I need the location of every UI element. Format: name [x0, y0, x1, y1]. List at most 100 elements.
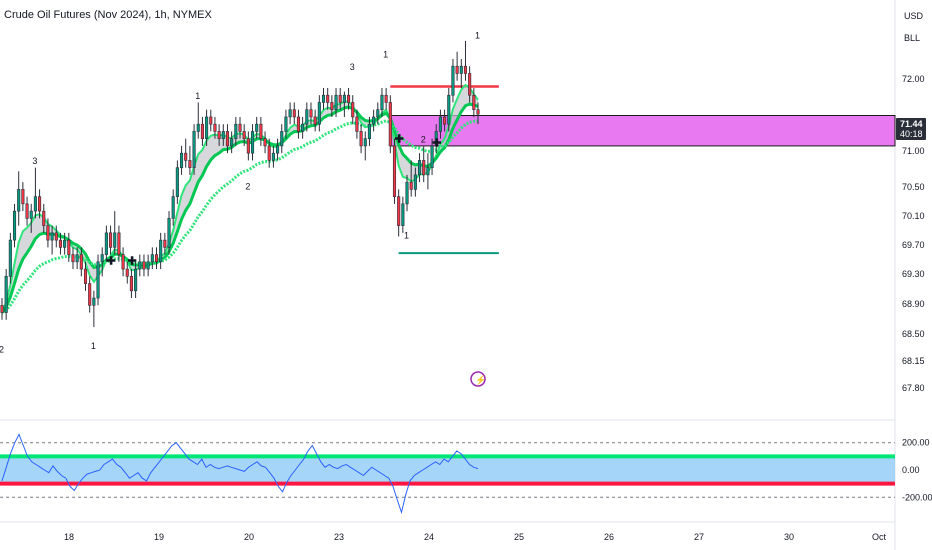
- currency-label[interactable]: USD: [904, 11, 924, 21]
- candle-down: [463, 65, 468, 74]
- candle-up: [280, 131, 284, 147]
- candle-down: [225, 131, 230, 147]
- candle-down: [309, 109, 313, 118]
- price-badge-value: 71.44: [900, 119, 923, 129]
- price-axis-tick: 70.10: [902, 211, 925, 221]
- price-axis-tick: 69.70: [902, 240, 925, 250]
- candle-down: [313, 116, 317, 125]
- candle-up: [271, 152, 275, 161]
- candle-down: [79, 254, 83, 270]
- time-axis-tick: 30: [784, 532, 794, 542]
- time-axis-tick: 20: [244, 532, 254, 542]
- time-axis-tick: 18: [64, 532, 74, 542]
- candle-down: [472, 94, 476, 110]
- candle-up: [234, 123, 238, 139]
- candle-up: [50, 232, 54, 241]
- candle-down: [476, 109, 480, 115]
- candle-up: [221, 131, 225, 139]
- candle-up: [8, 239, 12, 277]
- candle-down: [238, 123, 242, 132]
- candle-down: [259, 123, 263, 139]
- candle-up: [96, 261, 100, 299]
- candle-down: [392, 145, 397, 197]
- price-axis-tick: 69.30: [902, 269, 925, 279]
- cci-axis-tick: -200.00: [902, 492, 932, 502]
- candle-up: [12, 210, 17, 241]
- candle-down: [54, 232, 58, 241]
- wave-label: 2: [421, 134, 426, 144]
- candle-down: [422, 160, 426, 176]
- candle-down: [443, 116, 447, 125]
- candle-up: [301, 123, 305, 132]
- candle-down: [38, 196, 42, 212]
- candle-up: [321, 94, 326, 103]
- candle-down: [200, 123, 204, 139]
- candle-down: [330, 102, 334, 110]
- candle-down: [455, 65, 459, 74]
- candle-up: [104, 232, 108, 255]
- candle-down: [0, 305, 4, 313]
- price-axis-tick: 72.00: [902, 74, 925, 84]
- candle-down: [21, 189, 25, 205]
- candle-down: [129, 276, 133, 292]
- candle-up: [167, 218, 171, 248]
- candle-up: [205, 116, 209, 139]
- candle-down: [246, 138, 250, 154]
- candle-up: [284, 116, 288, 132]
- candle-up: [426, 167, 430, 176]
- chart-title: Crude Oil Futures (Nov 2024), 1h, NYMEX: [4, 9, 212, 21]
- candle-down: [409, 181, 413, 190]
- candle-up: [342, 94, 346, 103]
- lightning-icon: ⚡: [475, 374, 486, 386]
- candle-down: [384, 94, 388, 103]
- candle-down: [355, 116, 359, 132]
- candle-up: [196, 123, 200, 132]
- wave-label: 1: [383, 50, 388, 60]
- candle-down: [163, 239, 167, 248]
- candle-up: [4, 276, 8, 313]
- candle-down: [292, 109, 296, 118]
- candle-down: [42, 210, 46, 226]
- price-axis-tick: 68.50: [902, 329, 925, 339]
- time-axis-tick: 24: [424, 532, 434, 542]
- candle-down: [388, 102, 392, 147]
- time-axis-tick: 19: [154, 532, 164, 542]
- candle-down: [296, 116, 301, 132]
- candle-up: [138, 261, 142, 270]
- candle-up: [305, 109, 309, 125]
- candle-down: [267, 145, 271, 161]
- candle-up: [255, 123, 259, 132]
- candle-up: [179, 152, 184, 168]
- candle-up: [417, 160, 422, 176]
- candle-up: [150, 254, 154, 263]
- candle-up: [29, 210, 33, 219]
- candle-up: [159, 239, 163, 263]
- candle-up: [276, 145, 280, 154]
- unit-label[interactable]: BLL: [904, 33, 921, 43]
- candle-up: [113, 232, 117, 248]
- candle-down: [217, 131, 221, 139]
- wave-label: 3: [350, 62, 355, 72]
- price-badge: [896, 118, 926, 140]
- candle-down: [71, 254, 75, 263]
- candle-up: [175, 167, 179, 197]
- time-axis-tick: 26: [604, 532, 614, 542]
- candle-down: [117, 232, 121, 255]
- candle-down: [184, 152, 188, 161]
- time-axis-tick: 23: [334, 532, 344, 542]
- candle-down: [58, 239, 63, 248]
- candle-down: [338, 94, 342, 103]
- candle-up: [192, 131, 196, 168]
- candle-up: [17, 189, 21, 212]
- candle-up: [63, 239, 67, 248]
- candle-down: [67, 239, 71, 255]
- candle-down: [263, 138, 267, 147]
- price-axis-tick: 71.00: [902, 146, 925, 156]
- supply-zone-box: [389, 114, 896, 147]
- candle-down: [88, 283, 92, 306]
- price-axis-tick: 68.90: [902, 299, 925, 309]
- candle-up: [250, 131, 255, 154]
- wave-label: 1: [475, 31, 480, 41]
- candle-down: [83, 268, 88, 284]
